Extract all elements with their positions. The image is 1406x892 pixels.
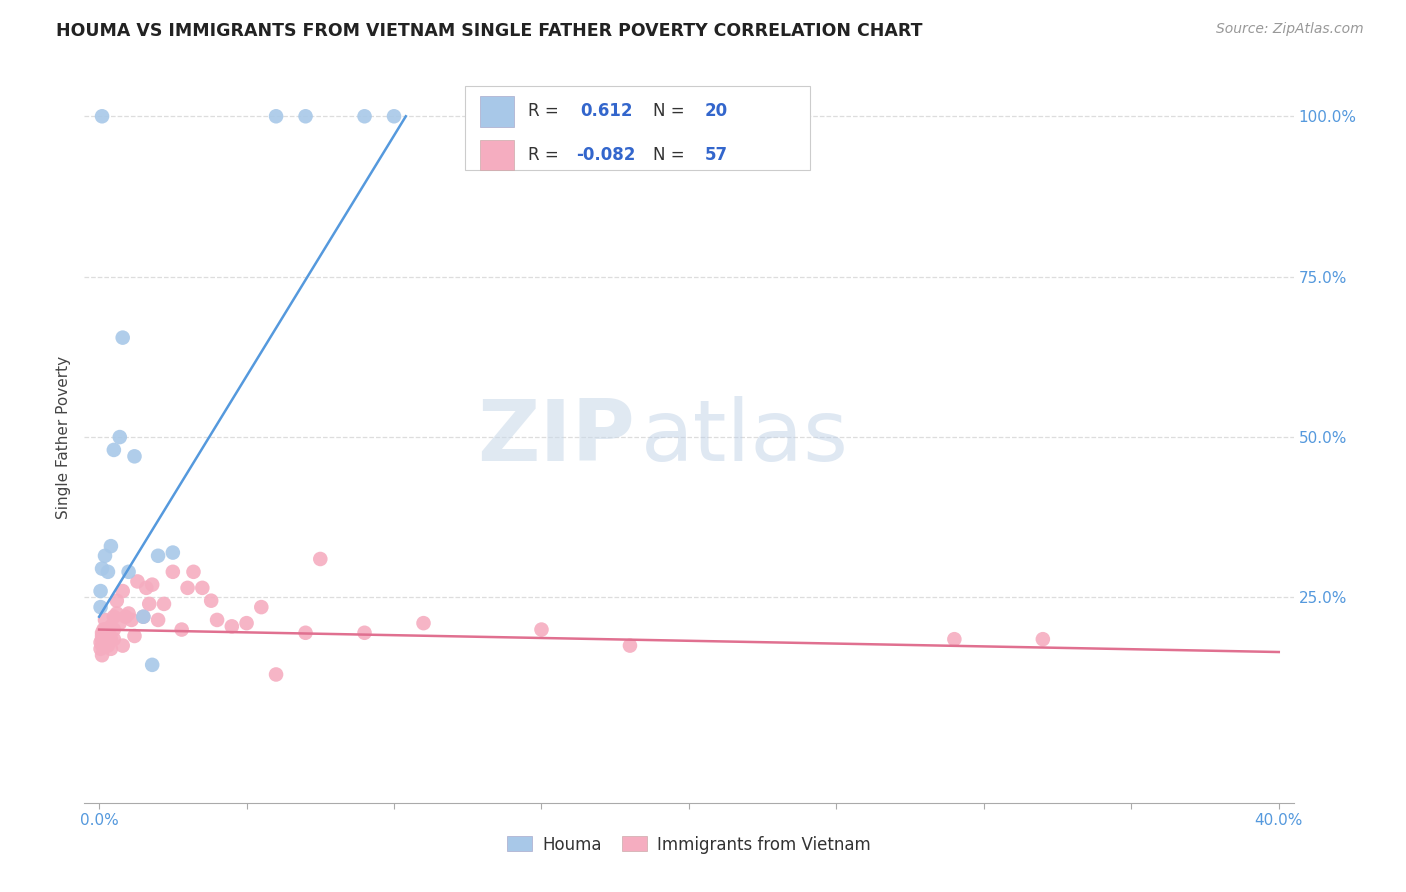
FancyBboxPatch shape [479,140,513,170]
Point [121,613,143,627]
Point [153,597,176,611]
FancyBboxPatch shape [479,95,513,127]
Point [91,109,114,123]
Text: 57: 57 [704,146,728,164]
Point [124,450,146,464]
Point [108,616,131,631]
Point [117,607,139,621]
Point [619,639,641,653]
Point [105,607,128,621]
Point [235,616,257,631]
Point [294,109,316,123]
Text: 0.612: 0.612 [581,103,633,120]
Point [132,609,155,624]
Point [90,600,112,615]
Point [138,597,160,611]
Point [100,619,122,633]
Point [205,613,228,627]
Point [135,581,157,595]
Point [97,629,120,643]
FancyBboxPatch shape [465,86,810,170]
Point [108,430,131,444]
Point [103,623,125,637]
Y-axis label: Single Father Poverty: Single Father Poverty [56,356,72,518]
Point [943,632,966,647]
Point [103,609,125,624]
Point [91,632,114,647]
Point [111,639,134,653]
Point [103,632,125,647]
Point [91,625,114,640]
Point [250,600,273,615]
Point [170,623,193,637]
Point [111,331,134,345]
Point [91,648,114,663]
Point [124,629,146,643]
Point [353,625,375,640]
Point [162,565,184,579]
Point [114,609,136,624]
Point [264,109,287,123]
Point [94,625,117,640]
Point [94,549,117,563]
Point [111,584,134,599]
Point [94,613,117,627]
Text: N =: N = [652,103,689,120]
Text: HOUMA VS IMMIGRANTS FROM VIETNAM SINGLE FATHER POVERTY CORRELATION CHART: HOUMA VS IMMIGRANTS FROM VIETNAM SINGLE … [56,22,922,40]
Text: 20: 20 [704,103,728,120]
Point [221,619,243,633]
Point [91,629,114,643]
Point [97,565,120,579]
Text: N =: N = [652,146,689,164]
Point [91,639,114,653]
Point [176,581,198,595]
Point [117,565,139,579]
Point [91,561,114,575]
Point [97,639,120,653]
Text: -0.082: -0.082 [576,146,636,164]
Point [162,545,184,559]
Point [97,632,120,647]
Point [100,641,122,656]
Point [100,539,122,553]
Point [100,632,122,647]
Point [127,574,149,589]
Text: ZIP: ZIP [477,395,634,479]
Point [412,616,434,631]
Legend: Houma, Immigrants from Vietnam: Houma, Immigrants from Vietnam [501,829,877,860]
Point [294,625,316,640]
Point [191,581,214,595]
Point [200,593,222,607]
Point [90,641,112,656]
Point [146,549,169,563]
Point [382,109,405,123]
Point [97,625,120,640]
Point [141,577,163,591]
Point [132,609,155,624]
Point [90,584,112,599]
Text: R =: R = [529,103,564,120]
Point [309,552,332,566]
Text: atlas: atlas [641,395,849,479]
Point [146,613,169,627]
Text: Source: ZipAtlas.com: Source: ZipAtlas.com [1216,22,1364,37]
Point [353,109,375,123]
Point [141,657,163,672]
Point [94,635,117,649]
Text: R =: R = [529,146,564,164]
Point [93,623,115,637]
Point [1032,632,1054,647]
Point [183,565,205,579]
Point [105,593,128,607]
Point [103,442,125,457]
Point [90,635,112,649]
Point [530,623,553,637]
Point [94,623,117,637]
Point [264,667,287,681]
